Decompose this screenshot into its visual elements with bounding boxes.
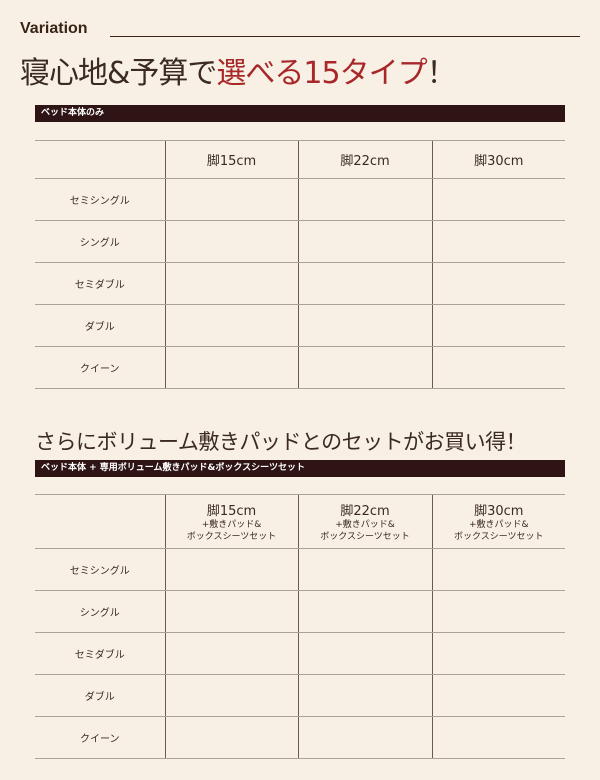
column-header: 脚15cm +敷きパッド& ボックスシーツセット	[164, 494, 298, 549]
table-row: セミシングル	[35, 178, 565, 221]
table-row: セミシングル	[35, 548, 565, 591]
row-label: セミシングル	[35, 548, 165, 591]
divider	[110, 36, 580, 37]
section-label: Variation	[20, 20, 88, 37]
table-bed-only: 脚15cm 脚22cm 脚30cm セミシングル シングル セミダブル ダブル …	[35, 140, 565, 389]
headline: 寝心地&予算で選べる15タイプ！	[20, 48, 457, 92]
column-header: 脚22cm	[297, 140, 432, 179]
table-row: ダブル	[35, 674, 565, 717]
headline-suffix: ！	[426, 56, 457, 91]
column-header: 脚30cm	[431, 140, 565, 179]
table-row: セミダブル	[35, 632, 565, 675]
table-row: クイーン	[35, 716, 565, 759]
table-row: シングル	[35, 590, 565, 633]
table-row: クイーン	[35, 346, 565, 389]
table-row: セミダブル	[35, 262, 565, 305]
row-label: ダブル	[35, 674, 165, 717]
row-label: シングル	[35, 590, 165, 633]
headline-prefix: 寝心地&予算で	[20, 56, 217, 91]
table-row: シングル	[35, 220, 565, 263]
column-header: 脚22cm +敷きパッド& ボックスシーツセット	[297, 494, 432, 549]
headline-highlight: 選べる15タイプ	[216, 56, 427, 91]
table-row: ダブル	[35, 304, 565, 347]
row-label: クイーン	[35, 716, 165, 759]
table1-bar: ベッド本体のみ	[35, 105, 565, 122]
row-label: ダブル	[35, 304, 165, 347]
row-label: セミシングル	[35, 178, 165, 221]
row-label: セミダブル	[35, 262, 165, 305]
row-label: クイーン	[35, 346, 165, 389]
table-bed-set: 脚15cm +敷きパッド& ボックスシーツセット 脚22cm +敷きパッド& ボックスシ…	[35, 494, 565, 759]
table-header-row: 脚15cm 脚22cm 脚30cm	[35, 140, 565, 179]
subheadline: さらにボリューム敷きパッドとのセットがお買い得！	[35, 430, 527, 454]
row-label: シングル	[35, 220, 165, 263]
table-header-row: 脚15cm +敷きパッド& ボックスシーツセット 脚22cm +敷きパッド& ボックスシ…	[35, 494, 565, 549]
column-header: 脚15cm	[164, 140, 298, 179]
table2-bar: ベッド本体 + 専用ボリューム敷きパッド&ボックスシーツセット	[35, 460, 565, 477]
row-label: セミダブル	[35, 632, 165, 675]
column-header: 脚30cm +敷きパッド& ボックスシーツセット	[431, 494, 565, 549]
